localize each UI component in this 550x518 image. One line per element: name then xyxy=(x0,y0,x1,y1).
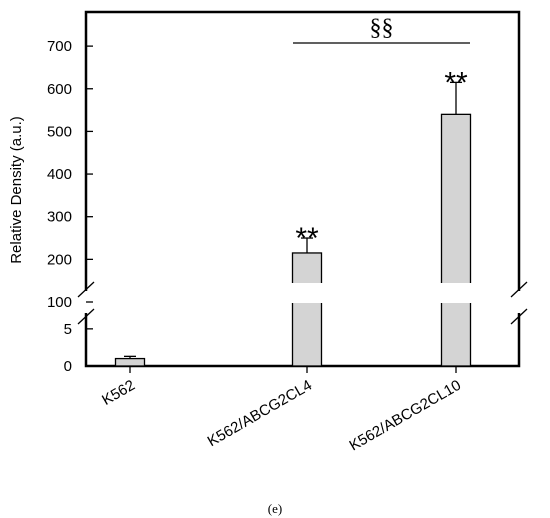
panel-label: (e) xyxy=(268,501,282,516)
y-tick-label-200: 200 xyxy=(47,251,72,268)
bar-2 xyxy=(440,113,472,367)
right-break-mark-upper xyxy=(510,281,528,298)
left-break-mark-lower xyxy=(77,308,95,325)
y-tick-label-100: 100 xyxy=(47,294,72,311)
significance-label-2: ** xyxy=(444,66,468,99)
significance-label-1: ** xyxy=(295,222,319,255)
annotations: ** ** §§ xyxy=(293,15,470,255)
x-tick-label-2: K562/ABCG2CL10 xyxy=(346,377,464,455)
y-axis-ticks: 0 5 100 200 300 400 500 600 700 xyxy=(47,38,93,375)
right-break-mark-lower xyxy=(510,308,528,325)
y-tick-label-400: 400 xyxy=(47,166,72,183)
y-axis-title: Relative Density (a.u.) xyxy=(8,116,25,264)
right-axis-gap xyxy=(515,291,523,313)
bars xyxy=(114,81,472,367)
left-break-mark-upper xyxy=(77,281,95,298)
y-tick-label-5: 5 xyxy=(64,321,72,338)
x-axis-ticks: K562 K562/ABCG2CL4 K562/ABCG2CL10 xyxy=(99,366,464,454)
bar-0 xyxy=(114,357,146,367)
y-tick-label-700: 700 xyxy=(47,38,72,55)
y-tick-label-300: 300 xyxy=(47,209,72,226)
bar-break-gap-2 xyxy=(440,283,472,303)
y-tick-label-0: 0 xyxy=(64,358,72,375)
x-tick-label-0: K562 xyxy=(99,377,138,409)
bar-1 xyxy=(291,252,323,367)
y-tick-label-500: 500 xyxy=(47,123,72,140)
bar-break-gap-1 xyxy=(291,283,323,303)
comparison-label: §§ xyxy=(370,15,394,41)
y-tick-label-600: 600 xyxy=(47,81,72,98)
x-tick-label-1: K562/ABCG2CL4 xyxy=(205,377,315,451)
